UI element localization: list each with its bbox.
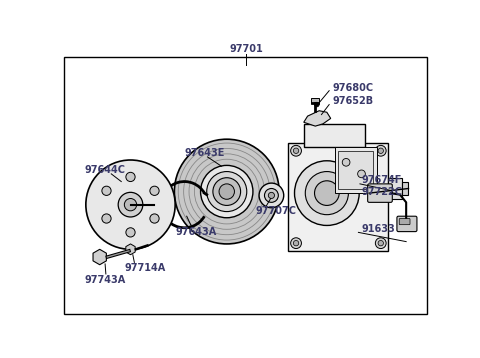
Text: 97714A: 97714A [124, 263, 166, 273]
Circle shape [378, 148, 384, 154]
Circle shape [86, 160, 175, 249]
Bar [338, 151, 373, 189]
Circle shape [102, 214, 111, 223]
Bar [388, 178, 402, 199]
Circle shape [293, 241, 299, 246]
Circle shape [207, 171, 247, 212]
Text: 97652B: 97652B [332, 96, 373, 106]
Circle shape [201, 165, 253, 218]
Bar [288, 143, 388, 251]
Text: 97674F: 97674F [361, 175, 402, 185]
Circle shape [264, 189, 278, 202]
Circle shape [291, 145, 301, 156]
Circle shape [305, 171, 348, 215]
Polygon shape [93, 249, 107, 265]
FancyBboxPatch shape [399, 218, 410, 225]
Text: 97743A: 97743A [84, 275, 126, 285]
Bar [335, 147, 377, 193]
Circle shape [342, 159, 350, 166]
Circle shape [314, 181, 339, 205]
Text: 97701: 97701 [229, 44, 263, 54]
Text: 91633: 91633 [361, 224, 395, 234]
Circle shape [259, 183, 284, 208]
Circle shape [102, 186, 111, 195]
Circle shape [293, 148, 299, 154]
Bar [402, 182, 408, 195]
Bar [312, 98, 319, 103]
Circle shape [150, 214, 159, 223]
Circle shape [219, 184, 234, 199]
Circle shape [150, 186, 159, 195]
Circle shape [375, 238, 386, 248]
Text: 97680C: 97680C [332, 83, 373, 93]
Circle shape [213, 178, 240, 205]
Circle shape [375, 145, 386, 156]
Circle shape [118, 192, 143, 217]
Polygon shape [126, 244, 135, 255]
Circle shape [314, 102, 319, 107]
Circle shape [291, 238, 301, 248]
Bar [304, 124, 365, 147]
Text: 97643E: 97643E [184, 148, 225, 158]
Circle shape [174, 139, 279, 244]
Polygon shape [304, 111, 331, 126]
Circle shape [358, 170, 365, 178]
Circle shape [378, 241, 384, 246]
Text: 97707C: 97707C [255, 206, 296, 216]
FancyBboxPatch shape [368, 184, 392, 202]
FancyBboxPatch shape [397, 216, 417, 232]
Circle shape [126, 228, 135, 237]
Text: 97722C: 97722C [361, 187, 403, 197]
Text: 97644C: 97644C [84, 165, 125, 175]
Circle shape [124, 198, 137, 211]
Text: 97643A: 97643A [175, 227, 216, 237]
Circle shape [126, 172, 135, 182]
Circle shape [295, 161, 359, 226]
Circle shape [268, 192, 275, 198]
